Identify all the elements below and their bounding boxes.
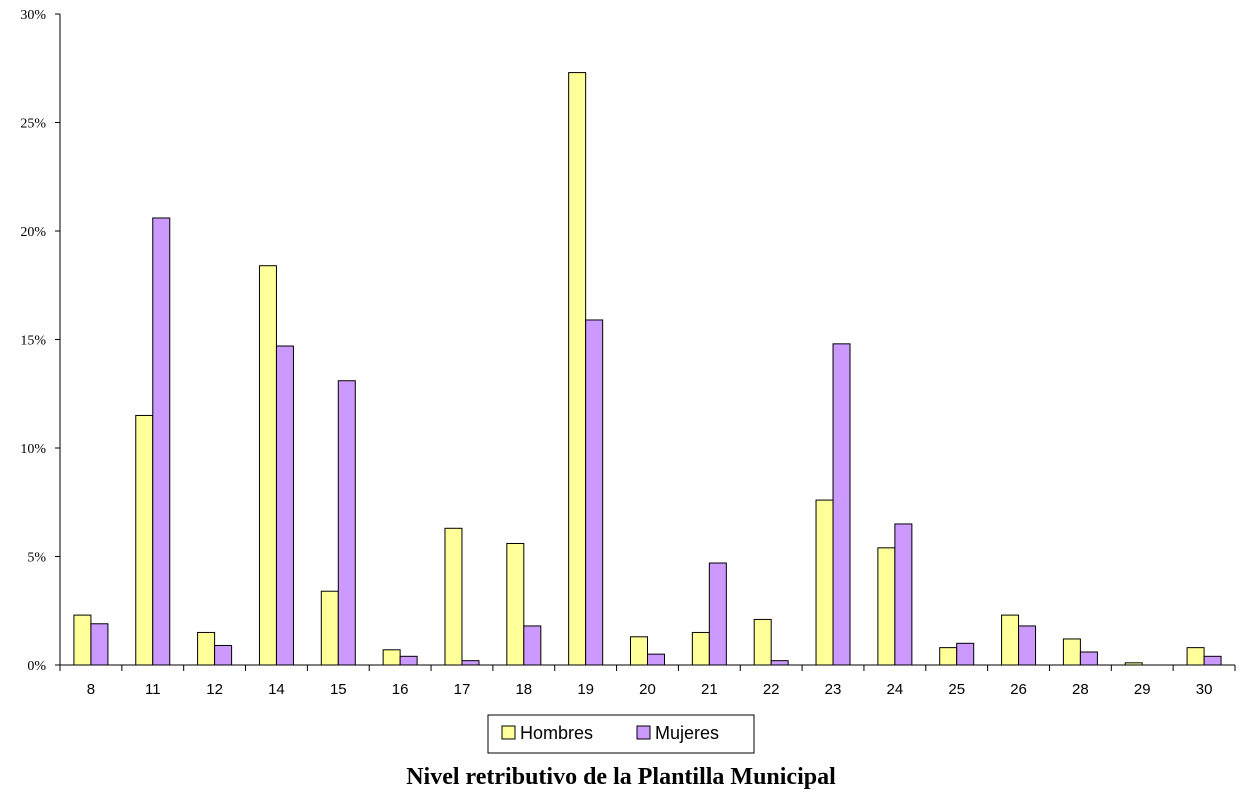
bar-hombres-19 — [568, 72, 587, 666]
bar-hombres-25 — [939, 647, 958, 666]
bar-hombres-17 — [444, 527, 463, 666]
legend-label-hombres: Hombres — [520, 723, 593, 743]
bar-hombres-28 — [1062, 638, 1081, 666]
bar-mujeres-26 — [1018, 625, 1037, 666]
bar-mujeres-17 — [461, 660, 480, 666]
y-tick-label: 30% — [20, 8, 46, 23]
bar-hombres-20 — [630, 636, 648, 666]
x-tick-label: 23 — [825, 681, 842, 698]
bar-hombres-11 — [135, 414, 154, 666]
y-axis: 0% 5% 10% 15% 20% 25% 30% — [20, 8, 61, 674]
bar-mujeres-18 — [523, 625, 542, 666]
bar-hombres-29 — [1124, 662, 1143, 666]
y-tick-label: 20% — [20, 225, 46, 240]
bar-hombres-21 — [691, 631, 710, 666]
x-tick-label: 8 — [87, 681, 95, 698]
x-axis: 8 11 12 14 15 16 17 18 19 20 21 22 23 24 25 26 28 29 30 — [59, 664, 1236, 698]
x-tick-label: 19 — [577, 681, 594, 698]
bar-mujeres-19 — [585, 319, 604, 666]
x-tick-label: 25 — [948, 681, 965, 698]
bar-mujeres-22 — [770, 660, 789, 666]
bar-mujeres-8 — [90, 623, 109, 666]
bar-mujeres-15 — [337, 380, 356, 666]
y-tick-label: 25% — [20, 117, 46, 132]
x-tick-label: 18 — [515, 681, 532, 698]
bar-mujeres-14 — [275, 345, 294, 666]
x-tick-label: 26 — [1010, 681, 1027, 698]
bar-hombres-26 — [1001, 614, 1020, 666]
x-tick-label: 12 — [206, 681, 223, 698]
bar-hombres-12 — [197, 631, 216, 666]
x-tick-label: 21 — [701, 681, 718, 698]
x-tick-label: 30 — [1196, 681, 1213, 698]
bar-hombres-16 — [382, 649, 401, 666]
x-tick-label: 16 — [392, 681, 409, 698]
bar-hombres-14 — [258, 265, 277, 666]
x-tick-label: 29 — [1134, 681, 1151, 698]
legend-swatch-mujeres — [636, 725, 651, 740]
bar-mujeres-21 — [708, 562, 727, 666]
bar-mujeres-11 — [152, 217, 171, 666]
bars — [73, 72, 1222, 666]
bar-mujeres-25 — [956, 642, 975, 666]
bar-hombres-22 — [753, 618, 772, 666]
bar-mujeres-20 — [647, 653, 665, 666]
y-tick-label: 10% — [20, 442, 46, 457]
legend-swatch-hombres — [501, 725, 516, 740]
bar-mujeres-23 — [832, 343, 851, 666]
bar-hombres-18 — [506, 542, 525, 666]
bar-mujeres-24 — [894, 523, 913, 666]
legend: Hombres Mujeres — [487, 714, 755, 754]
bar-hombres-24 — [877, 547, 896, 666]
bar-mujeres-28 — [1079, 651, 1098, 666]
x-tick-label: 28 — [1072, 681, 1089, 698]
y-tick-label: 15% — [20, 334, 46, 349]
legend-label-mujeres: Mujeres — [655, 723, 719, 743]
bar-hombres-15 — [320, 590, 339, 666]
bar-hombres-23 — [815, 499, 834, 666]
bar-hombres-30 — [1186, 647, 1205, 666]
x-tick-label: 24 — [887, 681, 904, 698]
x-tick-label: 15 — [330, 681, 347, 698]
x-tick-label: 17 — [454, 681, 471, 698]
y-tick-label: 0% — [27, 659, 46, 674]
bar-hombres-8 — [73, 614, 92, 666]
bar-mujeres-12 — [214, 644, 233, 666]
x-tick-label: 22 — [763, 681, 780, 698]
x-tick-label: 11 — [145, 681, 161, 698]
legend-box — [487, 714, 755, 754]
x-tick-label: 20 — [639, 681, 656, 698]
bar-mujeres-16 — [399, 655, 418, 666]
bar-mujeres-30 — [1203, 655, 1222, 666]
x-tick-label: 14 — [268, 681, 285, 698]
chart-title: Nivel retributivo de la Plantilla Munici… — [406, 764, 836, 790]
y-tick-label: 5% — [27, 551, 46, 566]
